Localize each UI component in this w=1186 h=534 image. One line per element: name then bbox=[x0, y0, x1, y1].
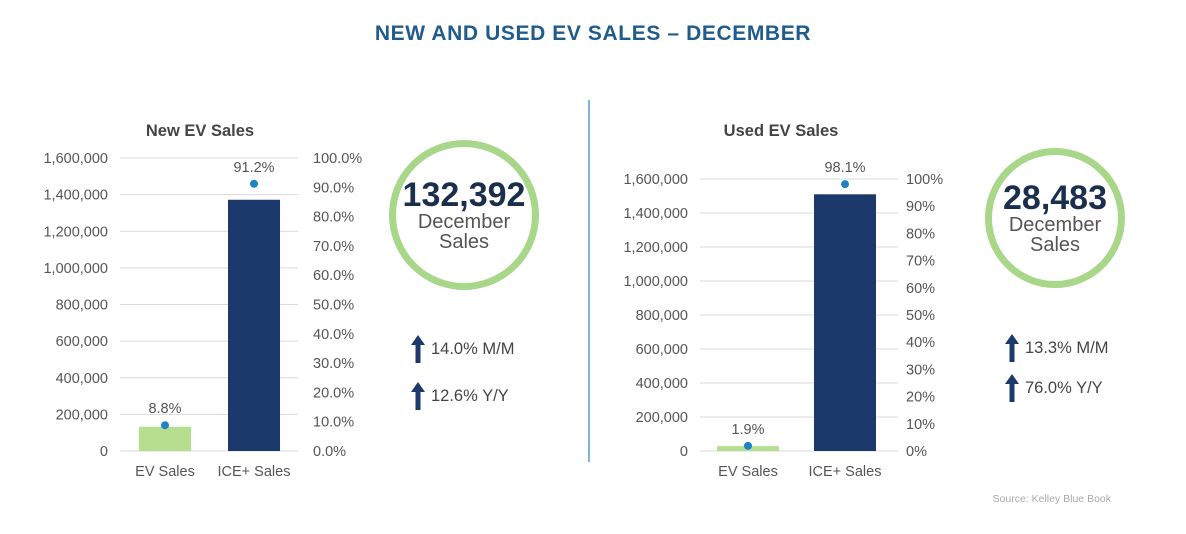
used-ev-y2-tick-label: 90% bbox=[906, 199, 935, 215]
new-ev-y-tick-label: 200,000 bbox=[56, 407, 108, 423]
used-ev-y-tick-label: 1,000,000 bbox=[623, 274, 688, 290]
new-ev-highlight-ring: 132,392 December Sales bbox=[389, 140, 539, 290]
used-ev-y-tick-label: 200,000 bbox=[636, 410, 688, 426]
new-ev-y2-tick-label: 30.0% bbox=[313, 356, 354, 372]
up-arrow-icon bbox=[1005, 374, 1019, 402]
used-ev-y-tick-label: 1,600,000 bbox=[623, 172, 688, 188]
used-ev-chart-title: Used EV Sales bbox=[723, 122, 839, 140]
new-ev-y2-tick-label: 40.0% bbox=[313, 327, 354, 343]
used-ev-mm-stat: 13.3% M/M bbox=[1005, 334, 1108, 362]
used-ev-y2-tick-label: 10% bbox=[906, 417, 935, 433]
new-ev-y-tick-label: 600,000 bbox=[56, 334, 108, 350]
new-ev-y-tick-label: 800,000 bbox=[56, 298, 108, 314]
new-ev-y2-tick-label: 70.0% bbox=[313, 239, 354, 255]
used-ev-mm-text: 13.3% M/M bbox=[1025, 338, 1109, 357]
new-ev-y2-tick-label: 10.0% bbox=[313, 415, 354, 431]
new-ev-bar bbox=[139, 426, 191, 451]
up-arrow-icon bbox=[411, 335, 425, 363]
used-ev-y2-tick-label: 30% bbox=[906, 362, 935, 378]
new-ev-share-point bbox=[161, 421, 169, 430]
new-ev-y2-tick-label: 0.0% bbox=[313, 444, 346, 460]
new-ev-mm-stat: 14.0% M/M bbox=[411, 335, 514, 363]
used-ev-yy-stat: 76.0% Y/Y bbox=[1005, 374, 1103, 402]
new-ev-share-label: 91.2% bbox=[233, 160, 274, 176]
new-ev-y2-tick-label: 90.0% bbox=[313, 180, 354, 196]
used-ev-share-point bbox=[841, 180, 849, 189]
used-ev-y-tick-label: 400,000 bbox=[636, 376, 688, 392]
new-ev-share-label: 8.8% bbox=[148, 401, 181, 417]
new-ev-bar bbox=[228, 199, 280, 451]
used-ev-category-label: ICE+ Sales bbox=[809, 464, 882, 480]
new-ev-y-tick-label: 400,000 bbox=[56, 371, 108, 387]
used-ev-y2-tick-label: 40% bbox=[906, 335, 935, 351]
new-ev-yy-text: 12.6% Y/Y bbox=[431, 386, 509, 405]
new-ev-category-label: EV Sales bbox=[135, 464, 195, 480]
used-ev-bar bbox=[814, 194, 876, 452]
used-ev-y-tick-label: 1,400,000 bbox=[623, 206, 688, 222]
source-note: Source: Kelley Blue Book bbox=[992, 493, 1111, 505]
used-ev-category-label: EV Sales bbox=[718, 464, 778, 480]
used-ev-y2-tick-label: 70% bbox=[906, 254, 935, 270]
used-ev-y2-tick-label: 50% bbox=[906, 308, 935, 324]
used-ev-y2-tick-label: 60% bbox=[906, 281, 935, 297]
used-ev-share-label: 1.9% bbox=[731, 422, 764, 438]
new-ev-share-point bbox=[250, 179, 258, 188]
used-ev-share-label: 98.1% bbox=[824, 160, 865, 176]
used-ev-sales-label: Sales bbox=[1029, 234, 1081, 256]
page-title: NEW AND USED EV SALES – DECEMBER bbox=[374, 22, 812, 45]
used-ev-y2-tick-label: 20% bbox=[906, 390, 935, 406]
new-ev-y-tick-label: 1,000,000 bbox=[43, 261, 108, 277]
new-ev-y2-tick-label: 100.0% bbox=[313, 151, 362, 167]
new-ev-yy-stat: 12.6% Y/Y bbox=[411, 382, 509, 410]
used-ev-y2-tick-label: 100% bbox=[906, 172, 943, 188]
used-ev-y-tick-label: 0 bbox=[680, 444, 688, 460]
new-ev-sales-label: Sales bbox=[438, 231, 490, 253]
used-ev-y-tick-label: 1,200,000 bbox=[623, 240, 688, 256]
new-ev-y2-tick-label: 50.0% bbox=[313, 298, 354, 314]
new-ev-y-tick-label: 1,400,000 bbox=[43, 188, 108, 204]
new-ev-y-tick-label: 0 bbox=[100, 444, 108, 460]
used-ev-december-value: 28,483 bbox=[1003, 179, 1107, 217]
used-ev-y2-tick-label: 0% bbox=[906, 444, 927, 460]
used-ev-y-tick-label: 600,000 bbox=[636, 342, 688, 358]
new-ev-y2-tick-label: 20.0% bbox=[313, 385, 354, 401]
used-ev-share-point bbox=[744, 441, 752, 450]
used-ev-y2-tick-label: 80% bbox=[906, 226, 935, 242]
new-ev-category-label: ICE+ Sales bbox=[218, 464, 291, 480]
new-ev-chart-title: New EV Sales bbox=[145, 122, 255, 140]
used-ev-yy-text: 76.0% Y/Y bbox=[1025, 378, 1103, 397]
up-arrow-icon bbox=[411, 382, 425, 410]
new-ev-december-value: 132,392 bbox=[402, 176, 526, 214]
new-ev-mm-text: 14.0% M/M bbox=[431, 339, 515, 358]
new-ev-y2-tick-label: 80.0% bbox=[313, 210, 354, 226]
used-ev-y-tick-label: 800,000 bbox=[636, 308, 688, 324]
new-ev-y-tick-label: 1,600,000 bbox=[43, 151, 108, 167]
used-ev-december-label: December bbox=[1008, 214, 1102, 236]
new-ev-december-label: December bbox=[417, 211, 511, 233]
up-arrow-icon bbox=[1005, 334, 1019, 362]
new-ev-y-tick-label: 1,200,000 bbox=[43, 224, 108, 240]
used-ev-highlight-ring: 28,483 December Sales bbox=[985, 148, 1125, 288]
panel-divider bbox=[588, 100, 590, 462]
new-ev-y2-tick-label: 60.0% bbox=[313, 268, 354, 284]
